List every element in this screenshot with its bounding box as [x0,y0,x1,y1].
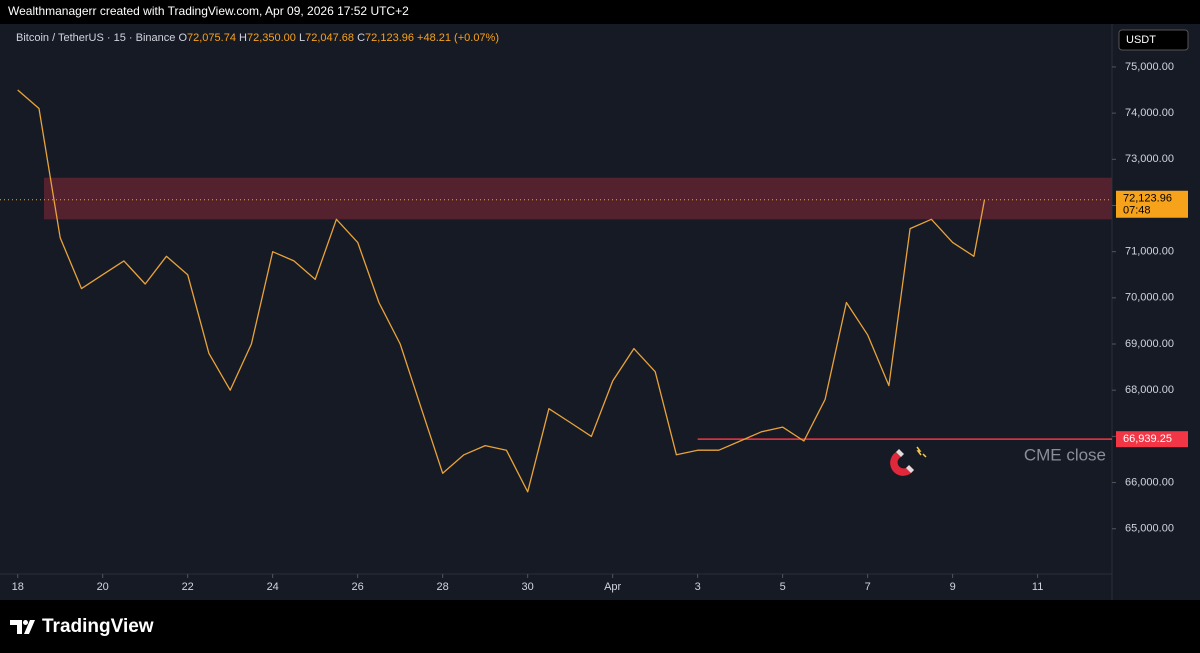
x-tick-label: 20 [97,581,109,593]
x-tick-label: 22 [182,581,194,593]
legend-text: Bitcoin / TetherUS · 15 · Binance O72,07… [16,32,499,44]
magnet-icon [890,446,927,476]
currency: USDT [1126,34,1156,46]
x-tick-label: Apr [604,581,621,593]
resistance-zone [44,177,1112,220]
x-tick-label: 5 [780,581,786,593]
brand: TradingView [42,616,154,637]
ohlc-key: H [239,32,247,44]
y-tick-label: 73,000.00 [1125,153,1174,165]
y-tick-label: 71,000.00 [1125,246,1174,258]
x-tick-label: 30 [522,581,534,593]
last-price-label: 72,123.96 [1123,193,1172,205]
symbol-info: · 15 · Binance [107,32,175,44]
last-price-box [1116,190,1188,218]
logo-mark [10,620,35,634]
cme-label-box [1116,431,1188,448]
chart-area [0,24,1200,600]
ohlc-key: C [357,32,365,44]
ohlc-value: 72,075.74 [187,32,236,44]
brand-logo [10,620,35,634]
currency-box [1118,29,1189,51]
spark [916,446,927,458]
x-tick-label: 28 [437,581,449,593]
y-tick-label: 75,000.00 [1125,61,1174,73]
y-tick-label: 68,000.00 [1125,384,1174,396]
x-tick-label: 9 [950,581,956,593]
ohlc-value: 72,350.00 [247,32,296,44]
y-tick-label: 70,000.00 [1125,292,1174,304]
y-tick-label: 74,000.00 [1125,107,1174,119]
symbol: Bitcoin / TetherUS [16,32,104,44]
countdown: 07:48 [1123,205,1151,217]
cme-label: 66,939.25 [1123,433,1172,445]
x-tick-label: 7 [865,581,871,593]
x-tick-label: 24 [267,581,279,593]
y-tick-label: 65,000.00 [1125,523,1174,535]
legend: Bitcoin / TetherUS · 15 · Binance O72,07… [16,32,499,44]
ohlc-key: O [178,32,187,44]
cme-text: CME close [1024,446,1106,465]
ohlc-key: L [299,32,305,44]
x-tick-label: 18 [12,581,24,593]
x-tick-label: 11 [1032,581,1043,593]
y-tick-label: 66,000.00 [1125,476,1174,488]
y-tick-label: 69,000.00 [1125,338,1174,350]
price-line [17,89,986,493]
x-tick-label: 3 [695,581,701,593]
ohlc-value: 72,047.68 [305,32,354,44]
header: Wealthmanagerr created with TradingView.… [8,4,409,18]
x-tick-label: 26 [352,581,364,593]
logo-dot [23,620,28,625]
change: +48.21 (+0.07%) [417,32,499,44]
ohlc-value: 72,123.96 [365,32,414,44]
magnet-tip [896,449,914,473]
